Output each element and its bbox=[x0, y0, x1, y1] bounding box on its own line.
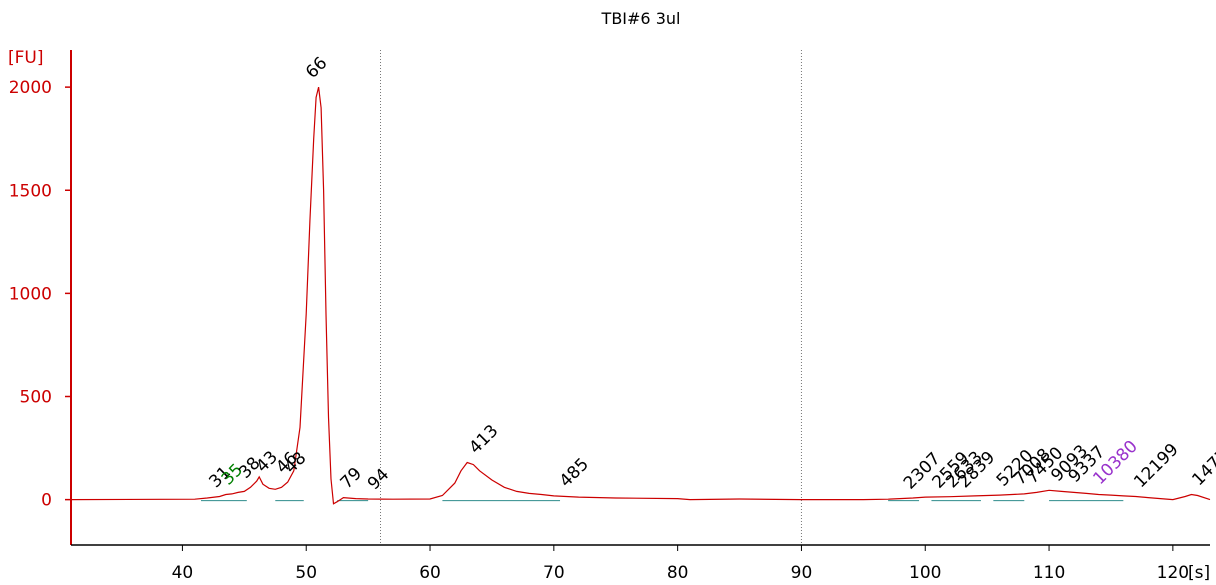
vertical-guide-lines bbox=[380, 50, 802, 545]
peak-label: 66 bbox=[302, 53, 331, 82]
x-tick-label: 80 bbox=[667, 563, 689, 583]
axes bbox=[70, 50, 1210, 546]
x-axis-ticks: 40 50 60 70 80 90 100 110 120 bbox=[172, 545, 1189, 583]
x-tick-label: 120 bbox=[1157, 563, 1189, 583]
x-axis-unit: [s] bbox=[1188, 563, 1210, 583]
x-tick-label: 100 bbox=[909, 563, 941, 583]
y-axis-unit: [FU] bbox=[8, 48, 44, 68]
peak-label: 1477 bbox=[1188, 445, 1216, 490]
y-tick-label: 0 bbox=[41, 491, 52, 511]
y-tick-label: 1000 bbox=[9, 284, 52, 304]
x-tick-label: 60 bbox=[419, 563, 441, 583]
trace-line bbox=[70, 86, 1211, 505]
y-axis-ticks: 0 500 1000 1500 2000 bbox=[9, 78, 71, 511]
x-tick-label: 70 bbox=[543, 563, 565, 583]
y-tick-label: 2000 bbox=[9, 78, 52, 98]
peak-label: 413 bbox=[465, 421, 502, 458]
x-tick-label: 40 bbox=[172, 563, 194, 583]
trace-layer bbox=[70, 86, 1211, 505]
peak-label: 79 bbox=[337, 464, 366, 493]
y-tick-label: 1500 bbox=[9, 181, 52, 201]
x-tick-label: 90 bbox=[791, 563, 813, 583]
y-tick-label: 500 bbox=[20, 388, 52, 408]
x-tick-label: 50 bbox=[295, 563, 317, 583]
peak-label: 94 bbox=[364, 465, 393, 494]
peak-label: 485 bbox=[556, 454, 593, 491]
chart-title: TBI#6 3ul bbox=[601, 9, 681, 28]
x-tick-label: 110 bbox=[1033, 563, 1065, 583]
